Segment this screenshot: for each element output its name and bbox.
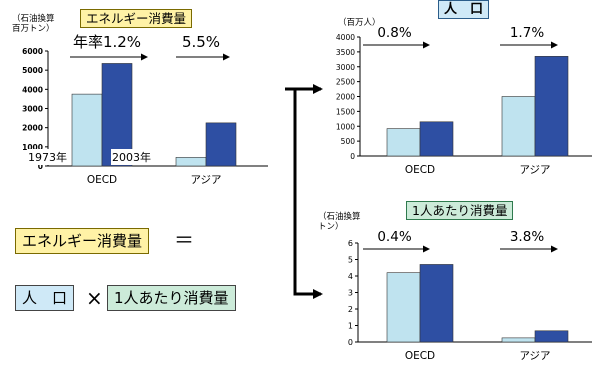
energy-bar <box>71 93 103 167</box>
percap-bar <box>386 272 421 343</box>
population-y-tick-label: 0 <box>350 152 355 161</box>
energy-y-tick-label: 6000 <box>22 47 43 56</box>
percap-chart-title: 1人あたり消費量 <box>406 201 514 220</box>
energy-growth-label: 年率1.2% <box>73 33 141 51</box>
population-unit-label: （百万人） <box>338 18 381 28</box>
energy-category-label: OECD <box>87 174 117 186</box>
population-y-tick-label: 4000 <box>336 33 355 42</box>
energy-category-label: アジア <box>190 174 221 186</box>
times-sign: × <box>86 286 103 310</box>
energy-bar <box>205 122 237 167</box>
year-2003-label: 2003年 <box>111 149 152 165</box>
energy-bar <box>101 63 133 167</box>
energy-growth-label: 5.5% <box>182 33 220 51</box>
arrow-to-percap <box>293 89 323 299</box>
percap-growth-label: 3.8% <box>510 229 544 245</box>
year-1973-label: 1973年 <box>27 149 68 165</box>
energy-growth-arrowhead <box>223 53 230 61</box>
population-y-tick-label: 2500 <box>336 78 355 87</box>
percap-bar <box>419 264 454 343</box>
population-growth-label: 0.8% <box>377 25 411 41</box>
equation-energy-box: エネルギー消費量 <box>15 228 150 254</box>
percap-y-tick-label: 3 <box>348 289 353 298</box>
percap-y-tick-label: 4 <box>348 272 353 281</box>
population-y-tick-label: 2000 <box>336 93 355 102</box>
percap-growth-label: 0.4% <box>377 229 411 245</box>
population-growth-label: 1.7% <box>510 25 544 41</box>
percap-y-tick-label: 2 <box>348 305 353 314</box>
energy-y-tick-label: 5000 <box>22 66 43 75</box>
population-y-tick-label: 500 <box>341 137 356 146</box>
energy-chart-title: エネルギー消費量 <box>80 9 193 28</box>
energy-bar <box>175 157 207 167</box>
energy-y-tick-label: 2000 <box>22 124 43 133</box>
percap-category-label: OECD <box>405 350 435 362</box>
population-bar <box>419 121 454 157</box>
percap-category-label: アジア <box>519 350 550 362</box>
percap-y-tick-label: 6 <box>348 239 353 248</box>
population-y-tick-label: 1000 <box>336 122 355 131</box>
percap-bar <box>501 337 536 343</box>
percap-y-tick-label: 1 <box>348 322 353 331</box>
population-category-label: アジア <box>519 164 550 176</box>
energy-y-tick-label: 1000 <box>22 143 43 152</box>
energy-y-tick-label: 0 <box>38 162 43 171</box>
percap-growth-arrowhead <box>551 245 558 253</box>
connector-arrows <box>285 84 323 299</box>
population-y-tick-label: 3500 <box>336 48 355 57</box>
population-y-tick-label: 1500 <box>336 107 355 116</box>
population-chart-title: 人 口 <box>438 0 490 19</box>
population-category-label: OECD <box>405 164 435 176</box>
equals-sign: ＝ <box>174 228 194 252</box>
population-bar <box>534 56 569 157</box>
equation-population-box: 人 口 <box>15 285 75 311</box>
energy-chart: 0 1000 2000 3000 4000 5000 6000 OECD アジア 年率1.2% 5.… <box>22 33 268 186</box>
population-bar <box>386 128 421 157</box>
percap-chart: 0 1 2 3 4 5 6 OECD アジア 0.4% 3.8% <box>348 229 592 362</box>
percap-y-tick-label: 5 <box>348 256 353 265</box>
population-chart: 0 500 1000 1500 2000 2500 3000 3500 4000 OECD アジア 0… <box>336 25 592 176</box>
energy-y-tick-label: 4000 <box>22 85 43 94</box>
population-growth-arrowhead <box>423 41 430 49</box>
population-y-tick-label: 3000 <box>336 63 355 72</box>
population-bar <box>501 96 536 157</box>
energy-unit-label: （石油換算 百万トン） <box>12 14 55 34</box>
percap-unit-label: （石油換算 トン） <box>318 212 361 232</box>
equation-percap-box: 1人あたり消費量 <box>107 285 236 311</box>
percap-bar <box>534 330 569 343</box>
energy-growth-arrowhead <box>141 53 148 61</box>
percap-growth-arrowhead <box>423 245 430 253</box>
percap-y-tick-label: 0 <box>348 338 353 347</box>
energy-y-tick-label: 3000 <box>22 105 43 114</box>
population-growth-arrowhead <box>551 41 558 49</box>
